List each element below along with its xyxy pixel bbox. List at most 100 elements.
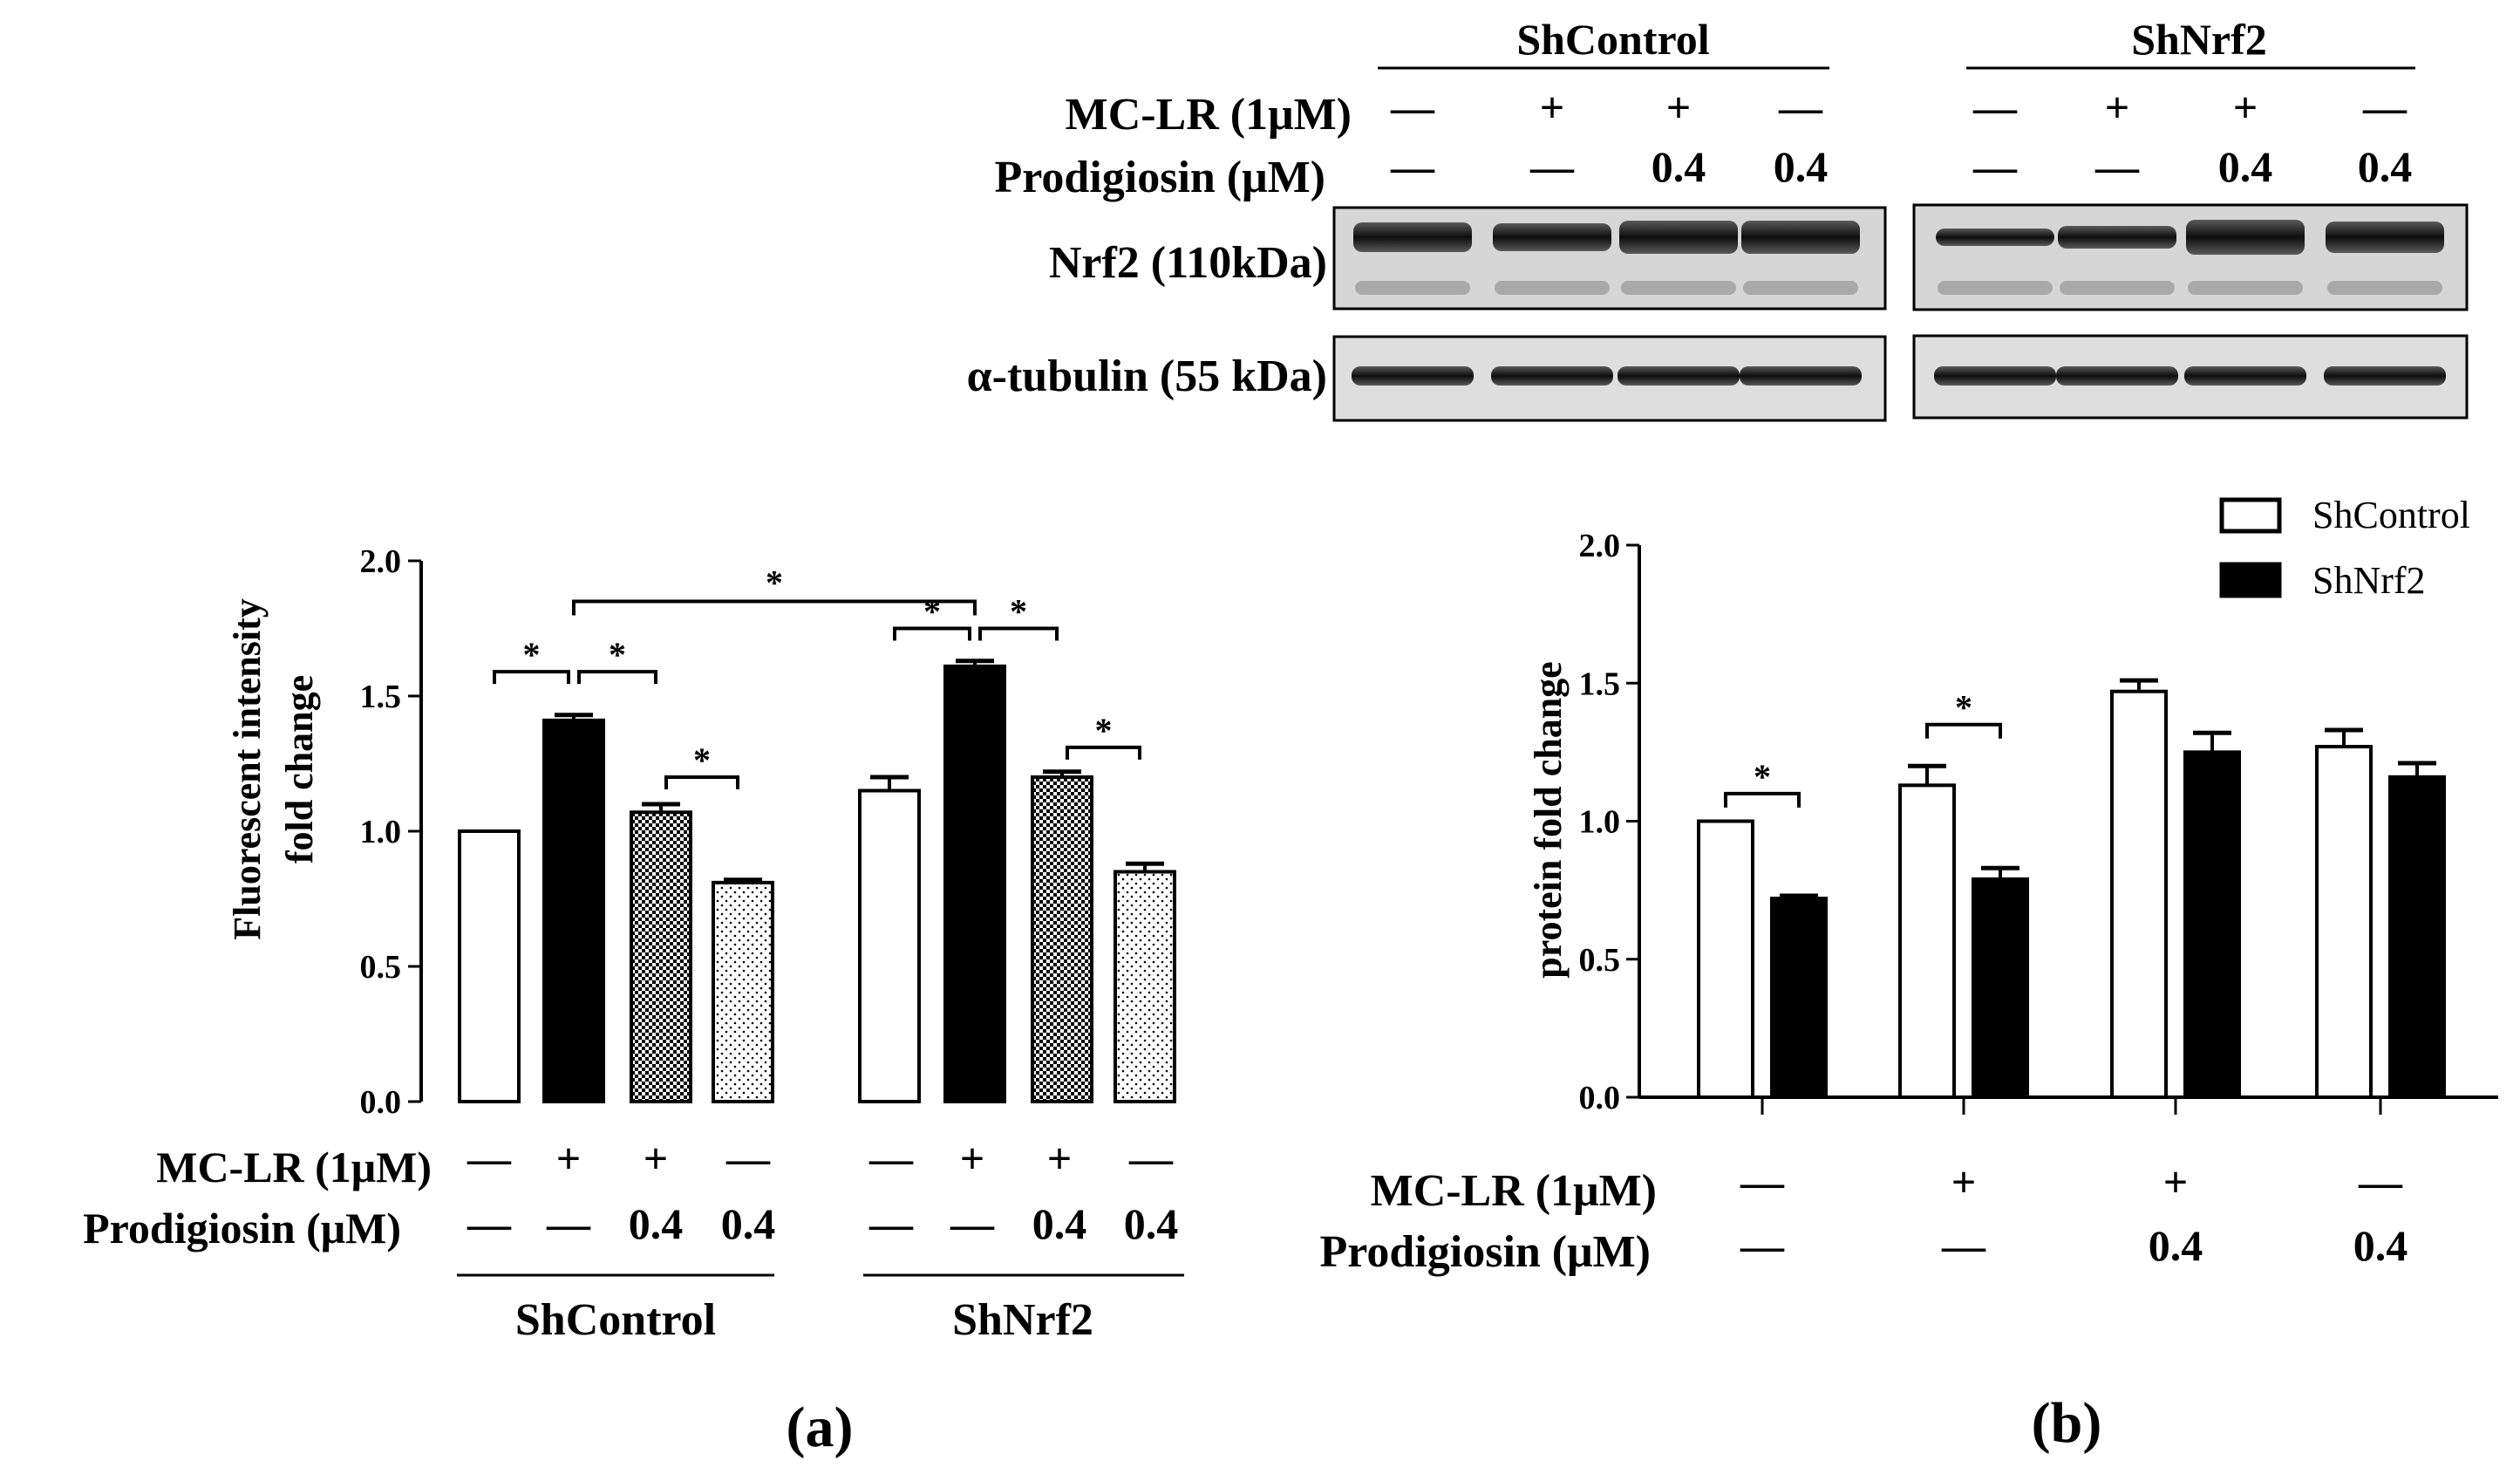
panel-b-ytick-label-0: 0.0 bbox=[1579, 1080, 1621, 1116]
panel-b-mclr-1: + bbox=[1951, 1157, 1977, 1206]
blot-mclr-4: — bbox=[1972, 83, 2018, 132]
nrf2-band-3 bbox=[1741, 221, 1860, 254]
blot-group-label-shnrf2: ShNrf2 bbox=[2131, 15, 2267, 64]
panel-b-sig-bracket-1 bbox=[1925, 722, 2002, 739]
blot-mclr-7: — bbox=[2362, 83, 2408, 132]
legend-label-shnrf2: ShNrf2 bbox=[2312, 559, 2426, 602]
tubulin-band-4 bbox=[1934, 366, 2056, 386]
panel-b-mclr-row: — + + — bbox=[1740, 1157, 2403, 1206]
panel-a-mclr-label: MC-LR (1μM) bbox=[156, 1143, 432, 1191]
panel-a-ytick-label-4: 2.0 bbox=[360, 543, 402, 580]
blot-tubulin-label: α-tubulin (55 kDa) bbox=[967, 351, 1327, 401]
panel-a-bar-1 bbox=[542, 718, 605, 1104]
nrf2-lower-band-7 bbox=[2327, 281, 2442, 295]
panel-b-prod-row: — — 0.4 0.4 bbox=[1740, 1221, 2408, 1270]
panel-a-bar-7 bbox=[1114, 870, 1176, 1103]
blot-mclr-1: + bbox=[1540, 83, 1565, 132]
blot-prod-7: 0.4 bbox=[2358, 142, 2413, 191]
panel-a-ytick-label-3: 1.5 bbox=[360, 679, 402, 715]
panel-a-sig-star-3: * bbox=[923, 592, 941, 631]
panel-a-sig-star-2: * bbox=[693, 740, 711, 780]
panel-a-bar-3 bbox=[712, 880, 774, 1104]
panel-b-bar-shcontrol-1 bbox=[1898, 783, 1956, 1099]
blot-mclr-3: — bbox=[1778, 83, 1823, 132]
panel-a-bars bbox=[458, 659, 1176, 1104]
nrf2-lower-band-5 bbox=[2060, 281, 2175, 295]
panel-a-bar-5 bbox=[943, 664, 1006, 1104]
panel-b-mclr-2: + bbox=[2163, 1157, 2189, 1206]
panel-a-bar-0 bbox=[458, 829, 521, 1103]
nrf2-lower-band-1 bbox=[1495, 281, 1610, 295]
panel-b-prod-3: 0.4 bbox=[2353, 1221, 2408, 1270]
panel-a-sig-bracket-1 bbox=[577, 670, 657, 685]
blot-nrf2-label: Nrf2 (110kDa) bbox=[1049, 238, 1327, 288]
panel-b-mclr-label: MC-LR (1μM) bbox=[1371, 1166, 1657, 1216]
panel-b-mclr-3: — bbox=[2358, 1157, 2403, 1206]
panel-a-group-label-shcontrol: ShControl bbox=[515, 1295, 716, 1345]
blot-mclr-5: + bbox=[2105, 83, 2130, 132]
blot-prod-3: 0.4 bbox=[1774, 142, 1829, 191]
tubulin-band-2 bbox=[1618, 366, 1740, 386]
tubulin-band-0 bbox=[1352, 366, 1474, 386]
panel-a-bar-6 bbox=[1031, 775, 1093, 1103]
panel-a-mclr-6: + bbox=[1047, 1134, 1073, 1183]
panel-a-sig-star-5: * bbox=[1095, 711, 1113, 750]
tubulin-band-6 bbox=[2184, 366, 2306, 386]
blot-prod-0: — bbox=[1390, 142, 1435, 191]
nrf2-band-6 bbox=[2186, 220, 2305, 255]
nrf2-band-5 bbox=[2058, 226, 2176, 249]
panel-b-legend: ShControl ShNrf2 bbox=[2219, 494, 2470, 602]
panel-b-bar-shnrf2-0 bbox=[1770, 897, 1828, 1099]
blot-prod-label: Prodigiosin (μM) bbox=[994, 153, 1325, 202]
panel-a-group-label-shnrf2: ShNrf2 bbox=[952, 1295, 1093, 1345]
panel-b-bar-shcontrol-0 bbox=[1697, 819, 1754, 1099]
nrf2-band-2 bbox=[1619, 221, 1738, 254]
panel-a-sig-star-4: * bbox=[1010, 592, 1027, 631]
panel-a-sig-star-0: * bbox=[523, 635, 541, 674]
nrf2-band-0 bbox=[1353, 222, 1472, 252]
panel-b-sig-star-1: * bbox=[1955, 688, 1972, 727]
tubulin-band-1 bbox=[1491, 366, 1613, 386]
panel-a-prod-6: 0.4 bbox=[1032, 1199, 1087, 1248]
panel-a-prod-label: Prodigiosin (μM) bbox=[83, 1204, 401, 1252]
nrf2-band-1 bbox=[1493, 223, 1611, 251]
legend-swatch-shcontrol bbox=[2219, 497, 2282, 534]
panel-a-caption: (a) bbox=[787, 1396, 854, 1459]
blot-mclr-label: MC-LR (1μM) bbox=[1066, 90, 1352, 140]
panel-a-prod-4: — bbox=[868, 1199, 914, 1248]
panel-a-prod-2: 0.4 bbox=[629, 1199, 684, 1248]
panel-b-sig-bracket-0 bbox=[1724, 791, 1801, 808]
panel-a-prod-7: 0.4 bbox=[1124, 1199, 1179, 1248]
nrf2-lower-band-4 bbox=[1938, 281, 2053, 295]
panel-a-sig-star-1: * bbox=[609, 635, 626, 674]
panel-b-ytick-label-4: 2.0 bbox=[1579, 528, 1621, 564]
panel-a-mclr-7: — bbox=[1128, 1134, 1174, 1183]
panel-a-sig-bracket-3 bbox=[893, 626, 971, 641]
panel-a-prod-3: 0.4 bbox=[721, 1199, 776, 1248]
panel-b-bar-shcontrol-2 bbox=[2110, 689, 2168, 1099]
panel-a-significance: * * * * * * * bbox=[493, 563, 1141, 789]
blot-prod-5: — bbox=[2094, 142, 2140, 191]
nrf2-lower-band-3 bbox=[1743, 281, 1858, 295]
panel-b-bar-shnrf2-2 bbox=[2183, 750, 2241, 1099]
panel-b-ytick-label-3: 1.5 bbox=[1579, 665, 1621, 702]
nrf2-lower-band-0 bbox=[1355, 281, 1470, 295]
panel-b-bar-shnrf2-1 bbox=[1972, 877, 2029, 1100]
tubulin-band-5 bbox=[2056, 366, 2178, 386]
panel-b-prod-label: Prodigiosin (μM) bbox=[1319, 1227, 1651, 1277]
panel-b-ytick-label-2: 1.0 bbox=[1579, 804, 1621, 841]
panel-b-caption: (b) bbox=[2032, 1391, 2102, 1455]
panel-a-mclr-3: — bbox=[725, 1134, 771, 1183]
panel-a-sig-bracket-0 bbox=[493, 670, 570, 685]
western-blot: ShControl ShNrf2 MC-LR (1μM) Prodigiosin… bbox=[967, 15, 2469, 422]
panel-a-prod-1: — bbox=[546, 1199, 591, 1248]
panel-a-sig-bracket-4 bbox=[978, 626, 1059, 641]
panel-b-y-ticks: 0.0 0.5 1.0 1.5 2.0 bbox=[1579, 528, 1639, 1116]
blot-prod-6: 0.4 bbox=[2218, 142, 2273, 191]
panel-a-sig-bracket-2 bbox=[664, 775, 739, 789]
panel-b-ylabel: protein fold change bbox=[1527, 661, 1570, 978]
panel-b-bars bbox=[1697, 678, 2446, 1100]
panel-b-x-ticks bbox=[1761, 1097, 2382, 1115]
panel-b-bar-shcontrol-3 bbox=[2315, 745, 2373, 1099]
